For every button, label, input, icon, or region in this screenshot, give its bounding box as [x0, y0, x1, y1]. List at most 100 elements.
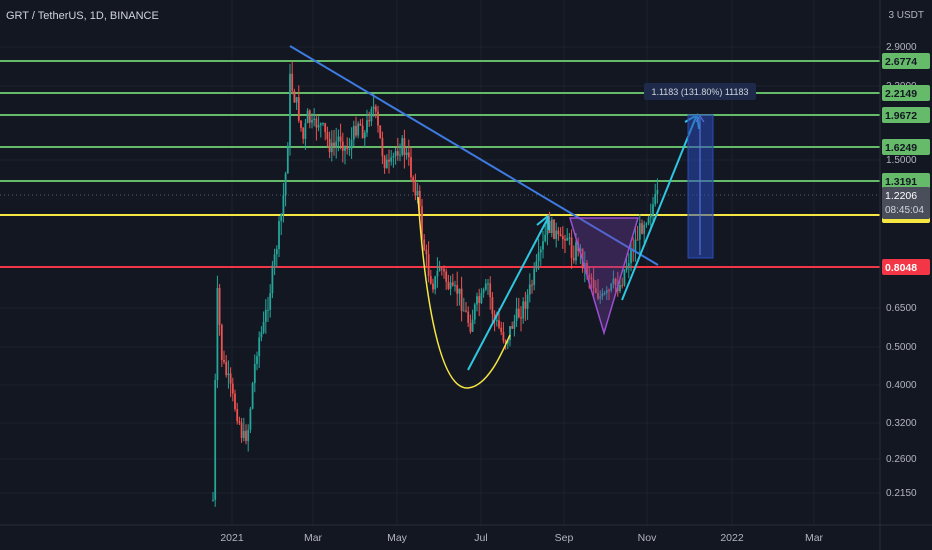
candle-body [429, 276, 432, 284]
price-axis[interactable]: 2.90002.30001.50000.65000.50000.40000.32… [879, 0, 932, 550]
candle-body [605, 290, 608, 294]
horizontal-levels [0, 60, 880, 268]
candle-body [229, 373, 232, 384]
candle-body [418, 190, 421, 207]
candle-body [253, 364, 256, 384]
currency-label[interactable]: 3 USDT [888, 10, 924, 21]
candle-body [317, 125, 320, 128]
time-tick-label: Sep [555, 532, 574, 544]
time-tick-label: 2022 [720, 532, 744, 544]
candle-body [311, 119, 313, 123]
candle-body [359, 123, 362, 126]
candle-body [227, 373, 230, 376]
candle-body [333, 142, 335, 147]
candle-body [214, 379, 217, 500]
candle-body [258, 337, 261, 357]
candle-body [539, 249, 542, 253]
candle-body [352, 125, 355, 140]
candle-body [348, 148, 351, 150]
current-price-label: 1.2206 [885, 190, 917, 202]
candle-body [379, 125, 382, 138]
time-tick-label: May [387, 532, 408, 544]
level-badge [882, 107, 930, 123]
candle-body [487, 283, 489, 285]
candle-body [350, 139, 353, 149]
candle-body [427, 254, 430, 277]
candle-body [260, 332, 263, 338]
candle-body [284, 173, 287, 196]
candle-body [392, 155, 395, 158]
candle-body [278, 221, 280, 249]
candle-body [557, 230, 560, 235]
candle-body [225, 361, 228, 376]
candle-body [412, 177, 415, 183]
measure-arrow-head [695, 115, 705, 123]
candle-body [374, 106, 377, 112]
price-tick-label: 0.2600 [886, 454, 917, 465]
candle-body [588, 274, 591, 278]
candle-body [564, 239, 566, 241]
candle-body [489, 283, 492, 298]
candle-body [434, 276, 437, 290]
time-tick-label: Nov [638, 532, 657, 544]
candle-body [291, 73, 294, 92]
candle-body [423, 239, 426, 250]
candle-body [484, 283, 487, 290]
candle-body [608, 290, 610, 292]
candle-body [517, 308, 520, 318]
candle-body [416, 190, 419, 196]
price-tick-label: 0.6500 [886, 303, 917, 314]
candle-body [623, 270, 626, 286]
candle-body [313, 118, 316, 120]
candle-body [454, 285, 456, 287]
grid-lines [0, 0, 880, 525]
candle-body [319, 123, 322, 126]
candle-body [438, 268, 441, 271]
candle-body [346, 146, 349, 149]
candle-body [383, 156, 386, 169]
candle-body [531, 284, 533, 286]
candle-body [212, 499, 214, 501]
candle-body [264, 309, 267, 322]
symbol-label: GRT / TetherUS, 1D, BINANCE [6, 10, 159, 22]
candle-body [388, 159, 390, 162]
level-badge-label: 1.9672 [885, 110, 917, 122]
candle-body [295, 97, 298, 103]
descending-trendline [289, 45, 659, 266]
candle-body [308, 110, 311, 123]
candle-body [469, 322, 472, 332]
candle-body [647, 217, 650, 224]
candle-body [370, 108, 373, 122]
time-tick-label: Mar [805, 532, 824, 544]
candle-body [641, 223, 643, 234]
candle-body [654, 194, 657, 205]
level-badge-label: 2.2149 [885, 88, 917, 100]
candle-body [381, 137, 384, 157]
candle-body [425, 249, 428, 255]
cup-curve [417, 196, 511, 389]
candle-body [344, 146, 346, 151]
candle-body [341, 141, 344, 151]
candle-body [337, 136, 340, 142]
candle-body [396, 151, 399, 156]
candle-body [511, 326, 514, 329]
candle-body [401, 138, 404, 155]
candle-body [476, 296, 478, 305]
candle-body [471, 319, 474, 332]
candle-body [506, 340, 509, 344]
candle-body [542, 241, 544, 250]
time-tick-label: Mar [304, 532, 323, 544]
candle-body [436, 270, 439, 277]
candle-body [271, 265, 274, 294]
time-axis[interactable]: 2021 Mar May Jul Sep Nov 2022 Mar [0, 524, 932, 544]
candle-body [656, 189, 659, 195]
candle-body [407, 152, 410, 158]
level-badge-label: 1.6249 [885, 142, 917, 154]
candle-body [414, 182, 417, 196]
candle-body [546, 220, 549, 235]
candle-body [238, 421, 241, 423]
candle-body [405, 152, 408, 156]
price-tick-label: 0.3200 [886, 418, 917, 429]
candle-body [599, 296, 602, 299]
